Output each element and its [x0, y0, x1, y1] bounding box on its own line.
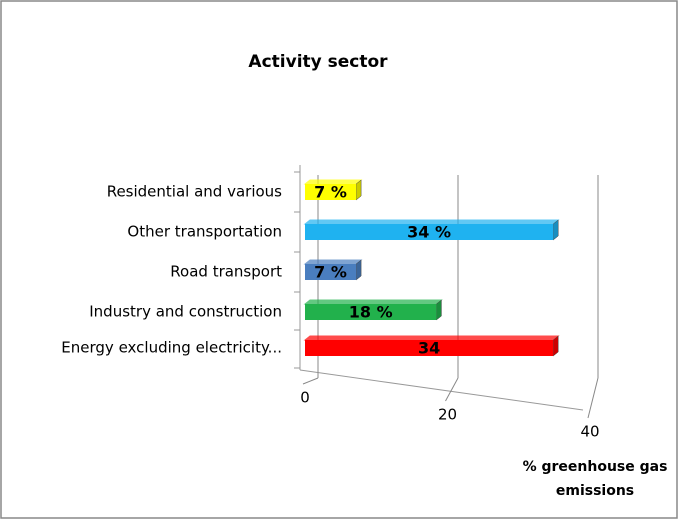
- bar: [305, 184, 357, 200]
- y-tick-label: Other transportation: [127, 223, 282, 241]
- chart-title: Activity sector: [248, 52, 388, 72]
- bar: [305, 340, 554, 356]
- y-tick-label: Industry and construction: [89, 303, 282, 321]
- floor-grid-line: [587, 377, 599, 419]
- y-tick-label: Residential and various: [107, 183, 282, 201]
- bar: [305, 224, 554, 240]
- bar: [305, 264, 357, 280]
- x-tick-label: 20: [438, 406, 457, 424]
- value-label: 7 %: [314, 263, 347, 282]
- value-label: 18 %: [349, 303, 393, 322]
- x-tick-label: 0: [300, 389, 310, 407]
- value-label: 34: [418, 339, 440, 358]
- y-tick-label: Energy excluding electricity...: [61, 339, 282, 357]
- floor-grid-line: [445, 377, 459, 402]
- value-label: 7 %: [314, 183, 347, 202]
- bar: [305, 304, 437, 320]
- y-tick-label: Road transport: [170, 263, 282, 281]
- floor-grid-line: [302, 377, 319, 385]
- x-tick-label: 40: [580, 423, 599, 441]
- x-axis-label: % greenhouse gas emissions: [522, 459, 668, 499]
- value-label: 34 %: [407, 223, 451, 242]
- x-axis-line: [299, 369, 584, 411]
